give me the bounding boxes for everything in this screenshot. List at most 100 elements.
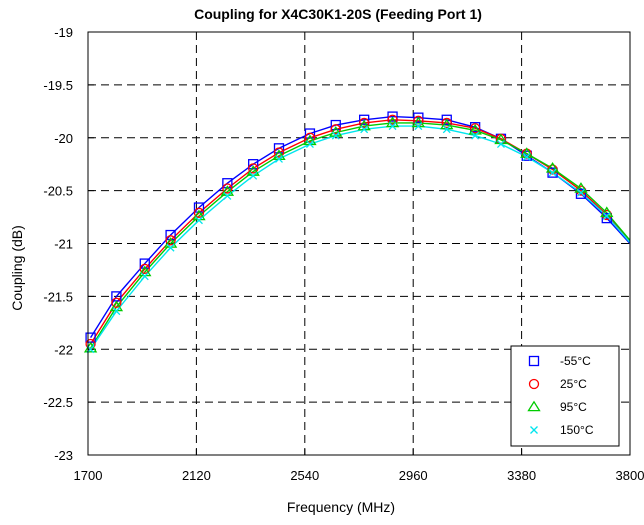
data-point-square: [601, 212, 612, 224]
data-point-square: [413, 112, 424, 123]
data-point-x-stroke: [577, 188, 585, 197]
data-point-x-stroke: [306, 140, 314, 149]
data-point-x: [223, 191, 232, 200]
data-point-x-stroke: [195, 216, 203, 225]
data-point-square: [441, 114, 452, 125]
data-point-square: [304, 128, 316, 139]
data-point-x-stroke: [388, 122, 397, 131]
data-point-x: [195, 216, 203, 225]
plot-area-frame: [87, 31, 631, 456]
data-point-circle: [469, 123, 481, 134]
data-point-x-stroke: [471, 131, 480, 140]
data-point-circle: [248, 163, 259, 174]
series-line: [90, 122, 631, 349]
series-group: [83, 111, 631, 354]
series-markers: [83, 116, 614, 353]
data-point-x: [140, 272, 149, 281]
data-point-circle: [273, 147, 285, 158]
y-tick-label: -22.5: [43, 395, 73, 410]
legend-label: 25°C: [560, 377, 587, 391]
data-point-circle: [222, 183, 233, 194]
legend-label: 150°C: [560, 423, 594, 437]
data-point-x-stroke: [496, 140, 505, 149]
x-tick-label: 2960: [399, 468, 428, 483]
data-point-x-stroke: [530, 426, 538, 434]
x-tick-label: 2120: [182, 468, 211, 483]
data-point-x-stroke: [223, 191, 232, 200]
data-point-square: [575, 188, 587, 199]
tick-labels: 1700 2120 2540 2960 3380 3800 -19 -19.5 -20 -20.5…: [43, 25, 644, 483]
grid: [87, 31, 631, 456]
data-point-x: [414, 122, 423, 131]
data-point-x-stroke: [112, 307, 121, 316]
series-line: [90, 125, 631, 350]
data-point-square: [387, 111, 398, 122]
data-point-x-stroke: [602, 212, 611, 220]
data-point-x: [360, 125, 369, 134]
data-point-x: [306, 140, 314, 149]
data-point-circle: [359, 117, 370, 129]
data-point-x: [112, 307, 121, 316]
data-point-x: [530, 426, 538, 434]
data-point-x: [577, 188, 585, 197]
series-line: [90, 119, 631, 345]
data-point-x: [331, 131, 340, 140]
data-point-square: [330, 119, 341, 131]
legend-item: -55°C: [528, 354, 591, 368]
data-point-circle: [441, 117, 452, 129]
legend: -55°C 25°C 95°C 150°C: [510, 345, 620, 447]
data-point-x-stroke: [548, 168, 557, 177]
data-point-x: [602, 212, 611, 220]
data-point-square: [248, 159, 259, 170]
data-point-x-stroke: [442, 125, 451, 134]
y-axis-label: Coupling (dB): [9, 225, 25, 311]
data-point-x-stroke: [331, 131, 340, 140]
legend-label: 95°C: [560, 400, 587, 414]
data-point-x-stroke: [522, 152, 531, 161]
x-axis-label: Frequency (MHz): [287, 499, 395, 515]
y-tick-label: -20.5: [43, 184, 73, 199]
y-tick-label: -23: [54, 448, 73, 463]
x-tick-label: 3380: [507, 468, 536, 483]
data-point-square: [273, 143, 285, 154]
data-point-circle: [193, 207, 205, 218]
data-point-x-stroke: [166, 243, 175, 252]
data-point-x: [548, 168, 557, 177]
data-point-x: [388, 122, 397, 131]
data-point-x: [496, 140, 505, 149]
data-point-x: [166, 243, 175, 252]
data-point-circle: [139, 263, 150, 275]
data-point-square: [528, 355, 540, 367]
data-point-x-stroke: [360, 125, 369, 134]
legend-item: 95°C: [527, 400, 587, 414]
y-tick-label: -21: [54, 237, 73, 252]
y-tick-label: -20: [54, 131, 73, 146]
data-point-x-stroke: [140, 272, 149, 281]
data-point-x-stroke: [249, 171, 258, 180]
legend-item: 150°C: [530, 423, 594, 437]
x-tick-label: 2540: [290, 468, 319, 483]
legend-item: 25°C: [528, 377, 587, 391]
data-point-x: [471, 131, 480, 140]
data-point-x-stroke: [414, 122, 423, 131]
y-tick-label: -19.5: [43, 78, 73, 93]
data-point-triangle: [468, 123, 482, 135]
data-point-triangle: [527, 400, 541, 412]
data-point-x-stroke: [275, 154, 283, 163]
data-point-x: [275, 154, 283, 163]
data-point-circle: [165, 235, 176, 246]
data-point-x: [522, 152, 531, 161]
x-tick-label: 3800: [616, 468, 644, 483]
data-point-circle: [387, 114, 398, 125]
data-point-circle: [330, 124, 341, 135]
data-point-circle: [111, 297, 122, 308]
legend-label: -55°C: [560, 354, 591, 368]
series-markers: [85, 114, 612, 350]
x-tick-label: 1700: [74, 468, 103, 483]
series-line: [90, 115, 631, 338]
data-point-circle: [528, 378, 540, 390]
y-tick-label: -21.5: [43, 289, 73, 304]
data-point-x: [249, 171, 258, 180]
chart-title: Coupling for X4C30K1-20S (Feeding Port 1…: [194, 6, 482, 22]
